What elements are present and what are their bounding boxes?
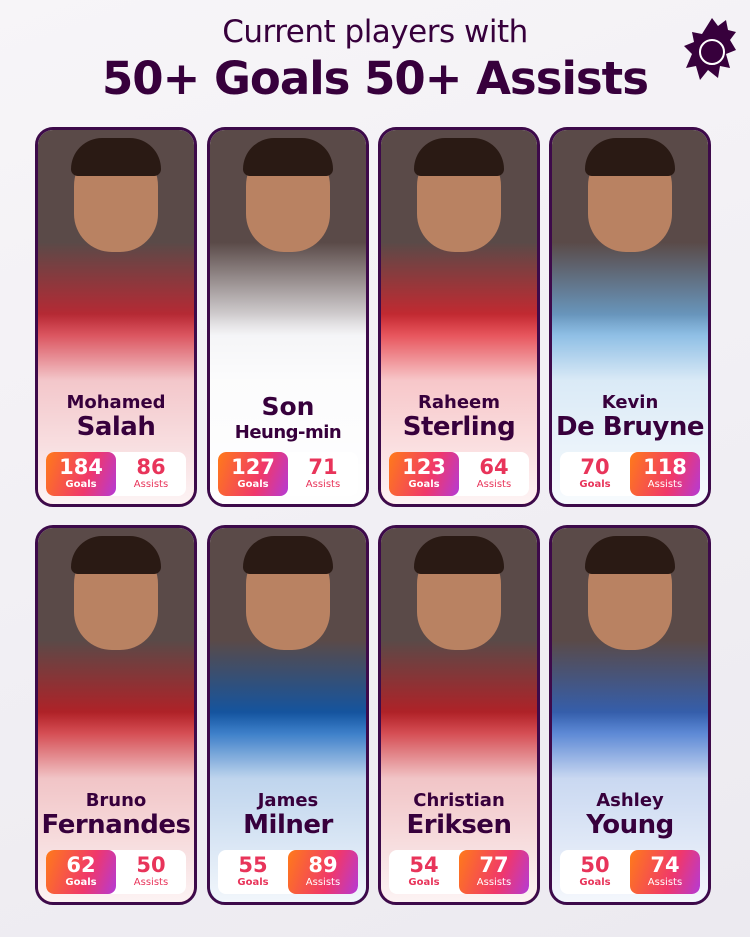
player-first-name: Bruno bbox=[85, 790, 147, 811]
goals-label: Goals bbox=[579, 479, 611, 490]
assists-label: Assists bbox=[305, 479, 341, 490]
player-hair bbox=[243, 536, 333, 574]
goals-stat: 55 Goals bbox=[218, 850, 288, 894]
subtitle: Current players with bbox=[222, 14, 528, 50]
player-first-name: Christian bbox=[413, 790, 505, 811]
page-title: 50+ Goals 50+ Assists bbox=[102, 52, 649, 105]
assists-value: 50 bbox=[136, 853, 166, 877]
player-first-name: Ashley bbox=[596, 790, 664, 811]
player-first-name: Raheem bbox=[418, 392, 500, 413]
player-hair bbox=[585, 138, 675, 176]
goals-value: 55 bbox=[238, 853, 268, 877]
goals-value: 127 bbox=[231, 455, 275, 479]
player-hair bbox=[414, 138, 504, 176]
stats-box: 123 Goals 64 Assists bbox=[389, 452, 529, 496]
assists-label: Assists bbox=[133, 479, 169, 490]
goals-label: Goals bbox=[579, 877, 611, 888]
goals-label: Goals bbox=[237, 877, 269, 888]
player-hair bbox=[414, 536, 504, 574]
player-last-name: De Bruyne bbox=[555, 412, 705, 442]
goals-value: 123 bbox=[402, 455, 446, 479]
assists-value: 74 bbox=[650, 853, 680, 877]
player-card[interactable]: James Milner 55 Goals 89 Assists bbox=[207, 525, 369, 905]
assists-label: Assists bbox=[476, 479, 512, 490]
assists-stat: 118 Assists bbox=[630, 452, 700, 496]
player-hair bbox=[71, 536, 161, 574]
stats-box: 62 Goals 50 Assists bbox=[46, 850, 186, 894]
player-last-name: Fernandes bbox=[41, 810, 191, 840]
assists-label: Assists bbox=[647, 479, 683, 490]
stats-box: 70 Goals 118 Assists bbox=[560, 452, 700, 496]
assists-value: 118 bbox=[643, 455, 687, 479]
player-first-name: Kevin bbox=[601, 392, 659, 413]
assists-value: 86 bbox=[136, 455, 166, 479]
player-card[interactable]: Mohamed Salah 184 Goals 86 Assists bbox=[35, 127, 197, 507]
player-last-name: Eriksen bbox=[406, 810, 512, 840]
assists-stat: 64 Assists bbox=[459, 452, 529, 496]
player-hair bbox=[585, 536, 675, 574]
goals-value: 62 bbox=[66, 853, 96, 877]
player-card[interactable]: Ashley Young 50 Goals 74 Assists bbox=[549, 525, 711, 905]
assists-label: Assists bbox=[647, 877, 683, 888]
assists-stat: 89 Assists bbox=[288, 850, 358, 894]
goals-stat: 54 Goals bbox=[389, 850, 459, 894]
goals-stat: 184 Goals bbox=[46, 452, 116, 496]
goals-label: Goals bbox=[408, 877, 440, 888]
assists-value: 89 bbox=[308, 853, 338, 877]
goals-stat: 123 Goals bbox=[389, 452, 459, 496]
assists-label: Assists bbox=[476, 877, 512, 888]
goals-label: Goals bbox=[65, 479, 97, 490]
assists-value: 64 bbox=[479, 455, 509, 479]
player-last-name: Young bbox=[586, 810, 674, 840]
player-card[interactable]: Raheem Sterling 123 Goals 64 Assists bbox=[378, 127, 540, 507]
goals-value: 184 bbox=[59, 455, 103, 479]
stats-box: 50 Goals 74 Assists bbox=[560, 850, 700, 894]
player-card[interactable]: Kevin De Bruyne 70 Goals 118 Assists bbox=[549, 127, 711, 507]
player-card[interactable]: Son Heung-min 127 Goals 71 Assists bbox=[207, 127, 369, 507]
stats-box: 55 Goals 89 Assists bbox=[218, 850, 358, 894]
player-last-name: Heung-min bbox=[234, 422, 342, 443]
player-last-name: Sterling bbox=[402, 412, 516, 442]
goals-label: Goals bbox=[408, 479, 440, 490]
assists-stat: 86 Assists bbox=[116, 452, 186, 496]
assists-stat: 50 Assists bbox=[116, 850, 186, 894]
goals-value: 70 bbox=[580, 455, 610, 479]
goals-stat: 50 Goals bbox=[560, 850, 630, 894]
goals-stat: 70 Goals bbox=[560, 452, 630, 496]
goals-label: Goals bbox=[65, 877, 97, 888]
player-first-name: Mohamed bbox=[66, 392, 166, 413]
goals-value: 50 bbox=[580, 853, 610, 877]
assists-value: 77 bbox=[479, 853, 509, 877]
assists-stat: 77 Assists bbox=[459, 850, 529, 894]
premier-league-lion-logo bbox=[684, 18, 736, 80]
player-last-name: Milner bbox=[243, 810, 333, 840]
goals-stat: 62 Goals bbox=[46, 850, 116, 894]
stats-box: 54 Goals 77 Assists bbox=[389, 850, 529, 894]
assists-stat: 74 Assists bbox=[630, 850, 700, 894]
player-card[interactable]: Christian Eriksen 54 Goals 77 Assists bbox=[378, 525, 540, 905]
player-hair bbox=[243, 138, 333, 176]
player-first-name: Son bbox=[261, 392, 315, 421]
stats-box: 184 Goals 86 Assists bbox=[46, 452, 186, 496]
goals-label: Goals bbox=[237, 479, 269, 490]
player-last-name: Salah bbox=[76, 412, 156, 442]
player-card[interactable]: Bruno Fernandes 62 Goals 50 Assists bbox=[35, 525, 197, 905]
player-hair bbox=[71, 138, 161, 176]
assists-stat: 71 Assists bbox=[288, 452, 358, 496]
assists-value: 71 bbox=[308, 455, 338, 479]
assists-label: Assists bbox=[305, 877, 341, 888]
goals-stat: 127 Goals bbox=[218, 452, 288, 496]
assists-label: Assists bbox=[133, 877, 169, 888]
goals-value: 54 bbox=[409, 853, 439, 877]
stats-box: 127 Goals 71 Assists bbox=[218, 452, 358, 496]
player-first-name: James bbox=[257, 790, 319, 811]
